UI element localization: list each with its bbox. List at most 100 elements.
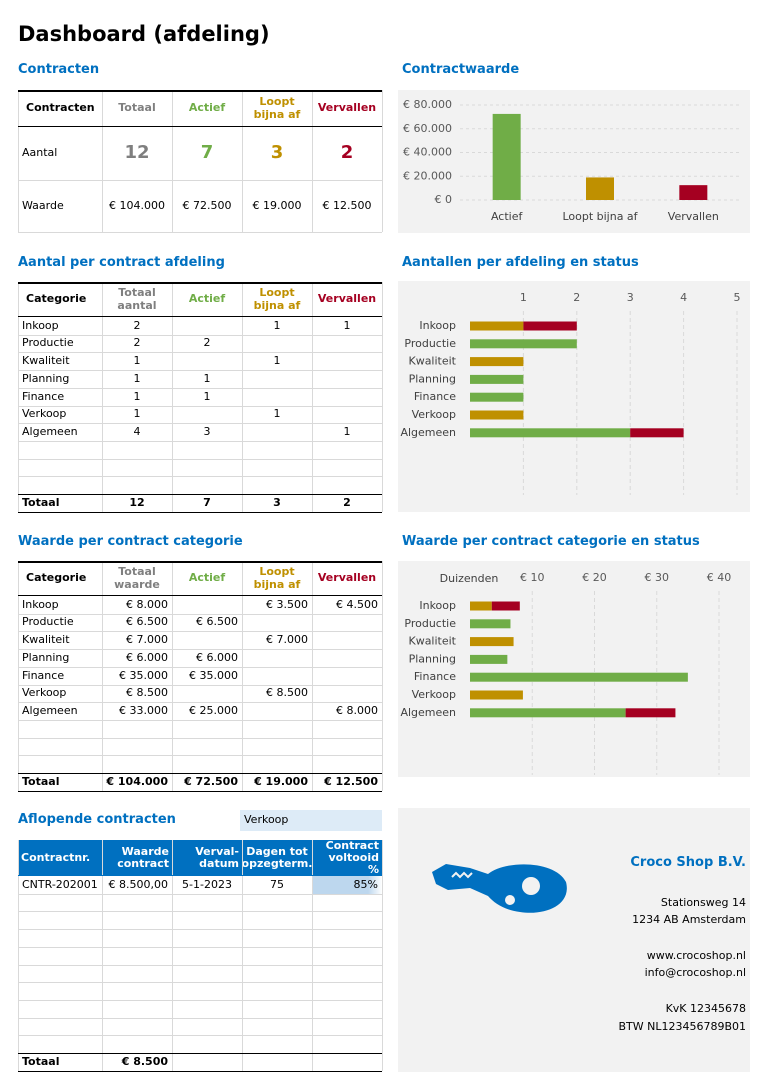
bar-segment — [470, 392, 524, 402]
table-cell: 12 — [124, 142, 150, 164]
rule — [382, 840, 383, 1071]
rule — [18, 595, 382, 596]
x-tick-label: 4 — [680, 291, 687, 304]
x-tick-label: 3 — [627, 291, 634, 304]
bar-segment — [470, 654, 508, 664]
table-cell: CNTR-202001 — [22, 877, 98, 891]
column-header: Categorie — [26, 571, 87, 585]
table-cell: 1 — [273, 407, 281, 421]
column-header: Categorie — [26, 292, 87, 306]
rule — [18, 232, 382, 233]
table-cell: 2 — [340, 142, 354, 164]
table-cell: 1 — [203, 371, 211, 385]
section-heading: Waarde per contract categorie en status — [402, 534, 700, 549]
rule — [18, 875, 382, 876]
rule — [18, 387, 382, 389]
x-tick-label: 2 — [573, 291, 580, 304]
total-cell: € 8.500 — [121, 1054, 168, 1068]
chart-area — [398, 90, 750, 233]
bar-segment — [470, 374, 524, 384]
y-tick-label: Planning — [409, 372, 456, 385]
bar-segment — [470, 357, 524, 367]
chart-area — [398, 281, 750, 512]
table-cell: Kwaliteit — [22, 354, 70, 368]
rule — [312, 282, 313, 512]
rule — [18, 737, 382, 739]
section-heading: Waarde per contract categorie — [18, 534, 243, 549]
y-tick-label: Verkoop — [412, 688, 456, 701]
rule — [18, 476, 382, 478]
column-header: Loopt bijna af — [253, 565, 301, 591]
y-tick-label: € 60.000 — [403, 122, 452, 135]
x-tick-label: Loopt bijna af — [562, 210, 638, 223]
rule — [18, 1070, 382, 1072]
x-tick-label: € 40 — [707, 571, 732, 584]
total-cell: 3 — [273, 495, 281, 509]
table-cell: € 25.000 — [189, 703, 238, 717]
bar-segment — [470, 672, 688, 682]
column-header: Vervallen — [317, 292, 377, 306]
bar-segment — [470, 708, 626, 718]
company-text: Stationsweg 14 — [660, 896, 746, 909]
rule — [382, 282, 383, 512]
table-cell: 2 — [203, 336, 211, 350]
table-cell: Inkoop — [22, 597, 59, 611]
rule — [18, 334, 382, 336]
total-cell: € 19.000 — [254, 774, 308, 788]
rule — [242, 561, 243, 791]
table-cell: 85% — [312, 876, 382, 894]
table-cell: Algemeen — [22, 424, 78, 438]
y-tick-label: Inkoop — [419, 599, 456, 612]
rule — [18, 631, 382, 633]
rule — [312, 561, 313, 791]
total-cell: Totaal — [22, 774, 60, 788]
column-header: Contract voltooid % — [325, 838, 379, 877]
x-tick-label: € 10 — [520, 571, 545, 584]
table-cell: 1 — [343, 318, 351, 332]
x-tick-label: € 20 — [582, 571, 607, 584]
rule — [18, 946, 382, 948]
rule — [18, 1053, 382, 1054]
y-tick-label: Productie — [404, 617, 456, 630]
logo — [432, 864, 567, 913]
column-header: Actief — [188, 101, 226, 115]
y-tick-label: Finance — [414, 390, 456, 403]
section-heading: Aantallen per afdeling en status — [402, 255, 639, 270]
rule — [18, 929, 382, 931]
filter-value: Verkoop — [244, 813, 289, 827]
company-text: info@crocoshop.nl — [644, 966, 746, 979]
bar — [492, 113, 521, 200]
column-header: Totaal — [118, 101, 156, 115]
section-heading: Contracten — [18, 62, 100, 77]
rule — [18, 999, 382, 1001]
company-text: 1234 AB Amsterdam — [632, 913, 746, 926]
table-cell: € 33.000 — [119, 703, 168, 717]
x-tick-label: Actief — [491, 210, 524, 223]
rule — [18, 90, 382, 92]
rule — [242, 90, 243, 232]
company-panel — [398, 808, 750, 1072]
table-cell: 1 — [273, 318, 281, 332]
table-cell: € 104.000 — [109, 198, 165, 212]
rule — [18, 790, 382, 792]
company-text: KvK 12345678 — [665, 1002, 746, 1015]
table-cell: Productie — [22, 615, 74, 629]
table-cell: 2 — [133, 318, 141, 332]
table-cell: € 6.500 — [126, 615, 168, 629]
rule — [18, 773, 382, 774]
bar-segment — [523, 321, 577, 331]
rule — [18, 911, 382, 913]
table-cell: € 8.500 — [126, 686, 168, 700]
rule — [18, 982, 382, 984]
table-cell: Verkoop — [22, 407, 67, 421]
y-tick-label: Kwaliteit — [408, 355, 456, 368]
rule — [18, 964, 382, 966]
rule — [102, 840, 103, 1071]
x-tick-label: Vervallen — [668, 210, 719, 223]
table-cell: Inkoop — [22, 318, 59, 332]
total-cell: 12 — [129, 495, 145, 509]
y-tick-label: € 20.000 — [403, 169, 452, 182]
bar-segment — [470, 428, 631, 438]
table-cell: € 6.000 — [196, 650, 238, 664]
rule — [18, 458, 382, 460]
